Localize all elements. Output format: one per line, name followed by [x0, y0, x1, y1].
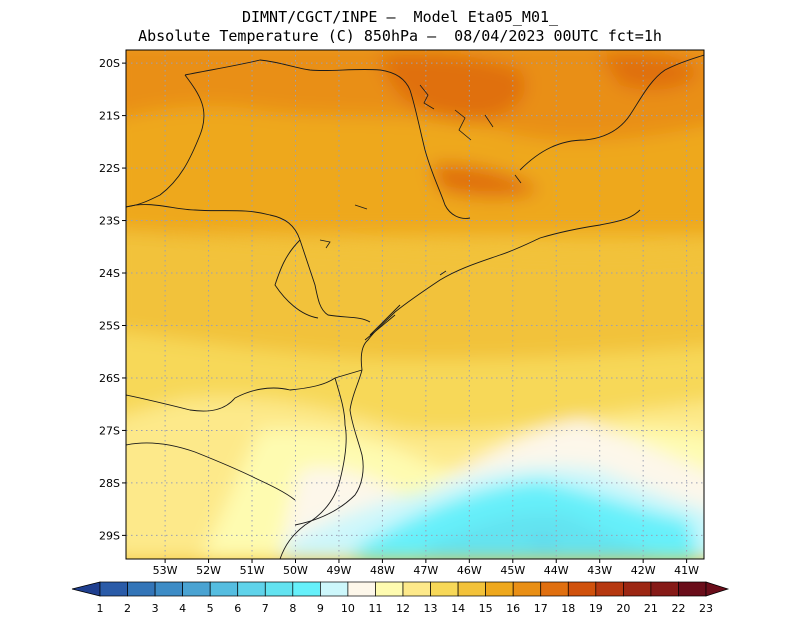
- colorbar-swatch: [347, 581, 376, 597]
- colorbar-swatch: [485, 581, 514, 597]
- map-frame: [125, 49, 705, 560]
- colorbar-swatch: [430, 581, 459, 597]
- lon-label: 49W: [327, 564, 352, 577]
- longitude-labels: 53W 52W 51W 50W 49W 48W 47W 46W 45W 44W 43W 42W 41W: [153, 559, 699, 577]
- lat-label: 29S: [99, 529, 120, 542]
- colorbar-swatch: [127, 581, 156, 597]
- colorbar-label: 10: [341, 602, 355, 615]
- temperature-field: [126, 50, 704, 559]
- lat-label: 25S: [99, 319, 120, 332]
- lon-label: 51W: [240, 564, 265, 577]
- lon-label: 45W: [500, 564, 525, 577]
- colorbar-swatch: [320, 581, 349, 597]
- colorbar-swatch: [237, 581, 266, 597]
- lon-label: 53W: [153, 564, 178, 577]
- lon-label: 42W: [631, 564, 656, 577]
- lon-label: 41W: [674, 564, 699, 577]
- colorbar-swatch: [292, 581, 321, 597]
- map-title-line1: DIMNT/CGCT/INPE – Model Eta05_M01_: [241, 8, 559, 26]
- latitude-labels: 20S 21S 22S 23S 24S 25S 26S 27S 28S 29S: [99, 57, 126, 542]
- colorbar-label: 22: [671, 602, 685, 615]
- colorbar-label: 12: [396, 602, 410, 615]
- colorbar-label: 4: [179, 602, 186, 615]
- graticule: [126, 50, 704, 559]
- colorbar-label: 14: [451, 602, 465, 615]
- reservoirs: [319, 84, 522, 276]
- colorbar: 1 2 3 4 5 6 7 8 9 10 11 12 13 14 15 16 17 18 19 20 21 22 23: [71, 581, 730, 615]
- colorbar-label: 5: [207, 602, 214, 615]
- colorbar-label: 16: [506, 602, 520, 615]
- colorbar-label: 19: [589, 602, 603, 615]
- lon-label: 52W: [196, 564, 221, 577]
- colorbar-label: 17: [534, 602, 548, 615]
- lat-label: 27S: [99, 424, 120, 437]
- colorbar-swatch: [264, 581, 294, 597]
- colorbar-label: 18: [561, 602, 575, 615]
- lon-label: 46W: [457, 564, 482, 577]
- lat-label: 23S: [99, 215, 120, 228]
- lat-label: 20S: [99, 57, 120, 70]
- lon-label: 43W: [587, 564, 612, 577]
- colorbar-swatch: [402, 581, 431, 597]
- colorbar-swatch: [567, 581, 597, 597]
- colorbar-swatch: [99, 581, 128, 597]
- colorbar-label: 23: [699, 602, 713, 615]
- boundaries: [126, 54, 704, 559]
- colorbar-label: 6: [234, 602, 241, 615]
- colorbar-label: 20: [616, 602, 630, 615]
- colorbar-label: 1: [97, 602, 104, 615]
- lon-label: 50W: [283, 564, 308, 577]
- colorbar-swatch: [154, 581, 183, 597]
- lat-label: 22S: [99, 162, 120, 175]
- lat-label: 21S: [99, 110, 120, 123]
- colorbar-swatch: [623, 581, 652, 597]
- lon-label: 47W: [413, 564, 438, 577]
- colorbar-max-arrow: [705, 581, 730, 597]
- colorbar-label: 13: [424, 602, 438, 615]
- map-title-line2: Absolute Temperature (C) 850hPa – 08/04/…: [138, 27, 662, 45]
- colorbar-label: 15: [479, 602, 493, 615]
- colorbar-swatch: [595, 581, 624, 597]
- colorbar-label: 7: [262, 602, 269, 615]
- lat-label: 24S: [99, 267, 120, 280]
- colorbar-swatch: [182, 581, 211, 597]
- colorbar-label: 8: [289, 602, 296, 615]
- lat-label: 26S: [99, 372, 120, 385]
- lon-label: 48W: [370, 564, 395, 577]
- colorbar-label: 21: [644, 602, 658, 615]
- colorbar-swatch: [375, 581, 404, 597]
- colorbar-swatch: [678, 581, 707, 597]
- colorbar-swatch: [512, 581, 542, 597]
- lat-label: 28S: [99, 477, 120, 490]
- colorbar-label: 9: [317, 602, 324, 615]
- colorbar-swatch: [650, 581, 679, 597]
- colorbar-label: 3: [152, 602, 159, 615]
- colorbar-swatch: [209, 581, 239, 597]
- colorbar-swatch: [540, 581, 569, 597]
- colorbar-swatch: [457, 581, 486, 597]
- colorbar-label: 2: [124, 602, 131, 615]
- colorbar-min-arrow: [71, 581, 101, 597]
- colorbar-label: 11: [368, 602, 382, 615]
- lon-label: 44W: [544, 564, 569, 577]
